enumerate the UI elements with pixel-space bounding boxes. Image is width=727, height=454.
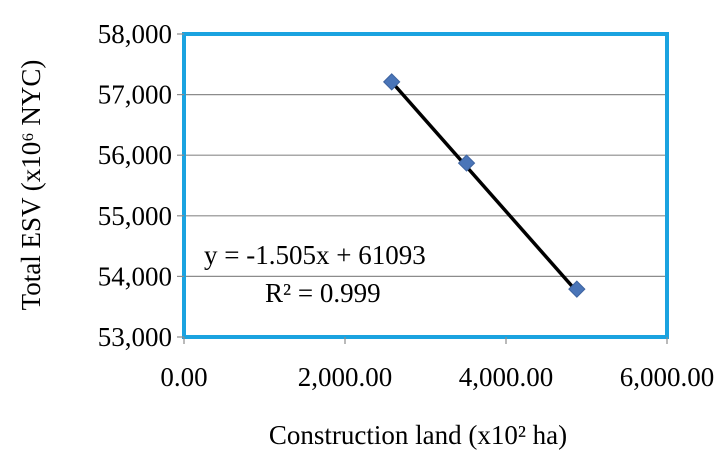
data-point bbox=[568, 280, 586, 298]
plot-area-border bbox=[182, 32, 669, 339]
x-tick-label: 2,000.00 bbox=[298, 362, 393, 392]
r-squared-label: R² = 0.999 bbox=[265, 278, 381, 308]
data-point bbox=[457, 154, 476, 172]
x-axis-title: Construction land (x10² ha) bbox=[269, 420, 567, 450]
x-tick-label: 6,000.00 bbox=[620, 362, 715, 392]
y-tick-label: 57,000 bbox=[98, 80, 172, 110]
y-tick-label: 54,000 bbox=[98, 261, 172, 291]
y-axis-title: Total ESV (x10⁶ NYC) bbox=[16, 60, 46, 311]
gridlines bbox=[184, 93, 667, 277]
trendline bbox=[390, 80, 579, 293]
y-tick-label: 55,000 bbox=[98, 201, 172, 231]
x-axis-ticks: 0.00 2,000.00 4,000.00 6,000.00 bbox=[160, 337, 714, 392]
trendline-equation: y = -1.505x + 61093 bbox=[204, 240, 426, 270]
y-tick-label: 53,000 bbox=[98, 322, 172, 352]
data-point bbox=[382, 73, 401, 91]
data-points bbox=[382, 73, 586, 298]
y-tick-label: 58,000 bbox=[98, 19, 172, 49]
x-tick-label: 4,000.00 bbox=[459, 362, 554, 392]
y-tick-label: 56,000 bbox=[98, 140, 172, 170]
x-tick-label: 0.00 bbox=[160, 362, 207, 392]
y-axis-ticks: 53,000 54,000 55,000 56,000 57,000 58,000 bbox=[98, 19, 184, 352]
